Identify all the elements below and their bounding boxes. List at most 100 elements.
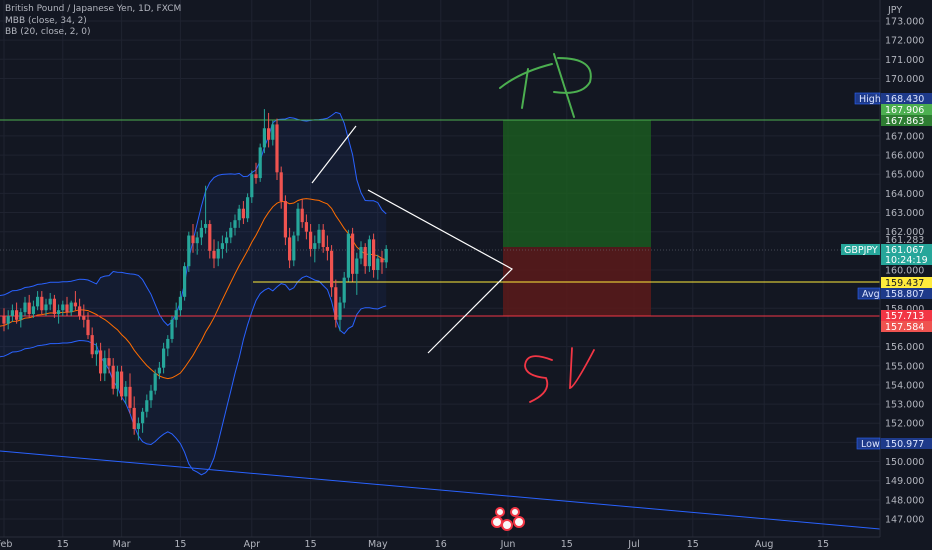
bollinger-band-fill — [0, 112, 387, 475]
candle-up — [313, 243, 317, 249]
candle-up — [178, 296, 182, 311]
indicator-bb[interactable]: BB (20, close, 2, 0) — [5, 27, 91, 37]
candle-up — [183, 266, 187, 297]
candle-up — [346, 233, 350, 278]
candle-up — [367, 239, 371, 267]
candle-up — [166, 338, 170, 349]
svg-text:Avg: Avg — [862, 289, 880, 300]
candle-up — [115, 371, 119, 389]
candle-up — [124, 386, 128, 397]
date-tick-label: Apr — [244, 539, 261, 550]
candle-down — [254, 174, 258, 179]
event-marker-icon[interactable] — [501, 519, 513, 531]
price-tick-label: 154.000 — [885, 380, 924, 391]
symbol-tag: GBPJPY 161.067 10:24:19 — [841, 244, 932, 266]
sl-handwritten-annotation[interactable] — [524, 347, 595, 403]
event-marker-icon[interactable] — [513, 516, 525, 528]
tp-handwritten-annotation[interactable] — [499, 53, 592, 118]
candle-down — [321, 229, 325, 248]
candle-up — [250, 174, 254, 198]
svg-text:158.807: 158.807 — [885, 289, 924, 300]
symmetrical-triangle[interactable] — [367, 189, 513, 354]
candle-down — [304, 222, 308, 232]
candle-up — [246, 197, 250, 219]
candle-down — [132, 407, 136, 429]
date-tick-label: 15 — [174, 539, 186, 550]
candle-up — [384, 248, 388, 263]
candle-up — [237, 208, 241, 221]
price-tick-label: 173.000 — [885, 17, 924, 28]
date-tick-labels: Feb 15 Mar 15 Apr 15 May 16 Jun 15 Jul 15 Aug 15 — [0, 539, 829, 550]
candle-up — [145, 400, 149, 412]
candle-down — [65, 304, 69, 313]
date-tick-label: 15 — [57, 539, 69, 550]
bar-countdown: 10:24:19 — [885, 255, 928, 266]
candle-down — [86, 319, 90, 336]
date-tick-label: Feb — [0, 539, 12, 550]
candle-down — [15, 310, 19, 320]
date-tick-label: May — [368, 539, 388, 550]
price-tick-label: 165.000 — [885, 170, 924, 181]
candle-down — [2, 315, 6, 324]
bollinger-lower-band — [0, 275, 387, 476]
low-tag: Low 150.977 — [856, 437, 932, 450]
candle-down — [82, 315, 86, 320]
price-tick-label: 163.000 — [885, 208, 924, 219]
price-tick-label: 155.000 — [885, 361, 924, 372]
candle-up — [153, 373, 157, 391]
sl2-price-value: 157.584 — [885, 322, 924, 333]
candle-up — [136, 423, 140, 429]
candle-down — [52, 298, 56, 315]
price-axis[interactable] — [880, 0, 932, 550]
date-tick-label: Jul — [627, 539, 639, 550]
candle-down — [283, 201, 287, 238]
candle-up — [44, 304, 48, 311]
grid-lines — [0, 0, 880, 537]
sl-price-value: 157.713 — [885, 311, 924, 322]
price-tick-label: 152.000 — [885, 419, 924, 430]
candle-down — [288, 237, 292, 261]
rising-trend-line[interactable] — [311, 125, 357, 184]
mid-price-value: 161.283 — [885, 235, 924, 246]
price-tick-label: 153.000 — [885, 400, 924, 411]
last-price-value: 161.067 — [885, 245, 924, 256]
candle-down — [208, 224, 212, 251]
event-marker-icon[interactable] — [495, 507, 505, 517]
candle-up — [157, 367, 161, 374]
price-tick-label: 167.000 — [885, 131, 924, 142]
price-tick-label: 158.000 — [885, 304, 924, 315]
price-tick-label: 166.000 — [885, 151, 924, 162]
candle-up — [61, 304, 65, 311]
currency-label: JPY — [887, 5, 902, 16]
sl-price-tag — [881, 310, 932, 321]
candle-up — [229, 227, 233, 238]
chart-legend[interactable]: British Pound / Japanese Yen, 1D, FXCM M… — [5, 4, 181, 39]
candle-down — [267, 128, 271, 140]
candles-group — [2, 109, 388, 441]
candle-up — [23, 302, 27, 313]
date-tick-label: 15 — [561, 539, 573, 550]
long-trend-line[interactable] — [0, 450, 881, 530]
candle-up — [149, 390, 153, 401]
candle-up — [57, 310, 61, 315]
candle-up — [162, 348, 166, 368]
candle-up — [141, 411, 145, 424]
time-axis[interactable] — [0, 537, 932, 550]
entry-high-value: 167.863 — [885, 116, 924, 127]
event-marker-icon[interactable] — [510, 507, 520, 517]
date-tick-label: 15 — [817, 539, 829, 550]
candle-up — [94, 350, 98, 355]
candle-down — [363, 247, 367, 267]
candle-down — [111, 365, 115, 389]
price-tick-label: 150.000 — [885, 457, 924, 468]
date-tick-label: Aug — [755, 539, 774, 550]
candle-up — [31, 306, 35, 315]
take-profit-zone[interactable] — [503, 120, 651, 247]
symbol-title[interactable]: British Pound / Japanese Yen, 1D, FXCM — [5, 4, 182, 14]
candle-up — [338, 302, 342, 320]
indicator-mbb[interactable]: MBB (close, 34, 2) — [5, 15, 87, 26]
event-markers[interactable] — [491, 507, 525, 531]
event-marker-icon[interactable] — [491, 516, 503, 528]
